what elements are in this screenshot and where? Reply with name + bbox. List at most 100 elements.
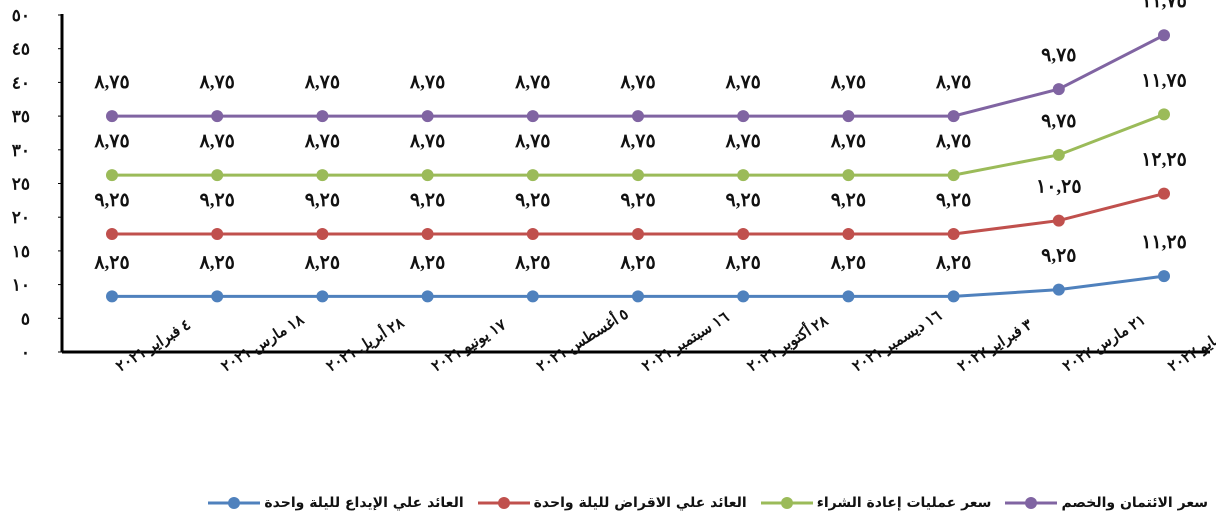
data-label: ٨,٧٥ xyxy=(93,72,129,93)
data-label: ٨,٧٥ xyxy=(619,72,655,93)
data-label: ٨,٢٥ xyxy=(725,252,761,273)
y-tick-label: ١٠ xyxy=(12,276,30,295)
legend-item: العائد علي الإيداع لليلة واحدة xyxy=(208,490,464,516)
data-point xyxy=(737,110,750,123)
x-tick-label: ٥ أغسطس ٢٠٢١ xyxy=(532,303,631,375)
data-label: ٨,٢٥ xyxy=(409,252,445,273)
data-label: ٩,٢٥ xyxy=(726,190,761,211)
data-point xyxy=(1158,270,1170,283)
legend-swatch xyxy=(477,497,530,509)
data-label: ٨,٢٥ xyxy=(514,252,550,273)
data-label: ٩,٧٥ xyxy=(1041,45,1076,66)
data-point xyxy=(1052,283,1065,296)
legend-swatch xyxy=(760,497,813,509)
y-tick-label: ٤٠ xyxy=(12,73,30,92)
data-point xyxy=(947,228,960,241)
data-label: ٩,٢٥ xyxy=(410,190,445,211)
data-point xyxy=(211,228,224,241)
legend-label: العائد علي الاقراض لليلة واحدة xyxy=(533,495,747,511)
legend-item: سعر عمليات إعادة الشراء xyxy=(760,490,992,516)
data-point xyxy=(106,110,118,123)
data-label: ٩,٢٥ xyxy=(620,190,655,211)
legend-label: سعر عمليات إعادة الشراء xyxy=(816,495,992,511)
data-label: ٨,٧٥ xyxy=(199,72,235,93)
data-label: ٨,٧٥ xyxy=(830,72,866,93)
x-tick-label: ١٧ يونيو ٢٠٢١ xyxy=(429,317,510,376)
legend-label: العائد علي الإيداع لليلة واحدة xyxy=(264,495,464,511)
y-tick-label: ١٥ xyxy=(12,242,30,261)
data-point xyxy=(526,290,539,303)
data-label: ٨,٢٥ xyxy=(830,252,866,273)
data-label: ٩,٢٥ xyxy=(305,190,340,211)
data-point xyxy=(106,290,118,303)
x-tick-label: ١٨ مايو ٢٠٢٢ xyxy=(1166,319,1216,376)
y-tick-label: ٣٥ xyxy=(12,107,30,126)
chart: ٠ ٥ ١٠ ١٥ ٢٠ ٢٥ ٣٠ ٣٥ ٤٠ ٤٥ ٥٠ ٤ فبراير ٢٠٢١ ١٨ مارس… xyxy=(12,0,1216,376)
data-point xyxy=(842,110,855,123)
x-tick-label: ٢٨ أبريل ٢٠٢١ xyxy=(322,311,408,375)
legend-swatch xyxy=(1005,497,1058,509)
data-point xyxy=(211,110,224,123)
data-point xyxy=(1052,148,1065,161)
data-label: ٩,٢٥ xyxy=(515,190,550,211)
x-tick-label: ١٦ سبتمبر ٢٠٢١ xyxy=(640,309,732,375)
data-label: ١١,٢٥ xyxy=(1141,232,1187,253)
x-tick-label: ١٦ ديسمبر ٢٠٢١ xyxy=(850,308,945,375)
data-point xyxy=(737,169,750,182)
data-point xyxy=(211,290,224,303)
data-label: ٨,٧٥ xyxy=(935,131,971,152)
data-point xyxy=(842,228,855,241)
legend-label: سعر الائتمان والخصم xyxy=(1061,495,1208,511)
y-tick-label: ٥ xyxy=(21,309,30,328)
data-point xyxy=(316,169,329,182)
x-tick-label: ٢٨ أكتوبر ٢٠٢١ xyxy=(743,309,832,375)
legend-swatch-dot xyxy=(1025,497,1038,509)
data-label: ٨,٧٥ xyxy=(830,131,866,152)
y-tick-label: ٢٠ xyxy=(12,208,30,227)
data-label: ٩,٢٥ xyxy=(831,190,866,211)
data-label: ٨,٢٥ xyxy=(619,252,655,273)
data-label: ١٢,٢٥ xyxy=(1141,150,1187,171)
data-point xyxy=(632,110,644,123)
data-point xyxy=(421,169,434,182)
data-label: ٩,٢٥ xyxy=(936,190,971,211)
data-label: ٨,٧٥ xyxy=(619,131,655,152)
data-point xyxy=(106,169,118,182)
data-point xyxy=(737,290,750,303)
x-tick-label: ٣ فبراير ٢٠٢٢ xyxy=(955,317,1035,375)
data-point xyxy=(1052,214,1065,227)
data-label: ١١,٧٥ xyxy=(1141,70,1187,91)
data-label: ٩,٢٥ xyxy=(94,190,129,211)
data-label: ٨,٧٥ xyxy=(514,72,550,93)
data-point xyxy=(842,169,855,182)
data-point xyxy=(632,290,644,303)
data-label: ٨,٧٥ xyxy=(725,131,761,152)
x-tick-label: ٢١ مارس ٢٠٢٢ xyxy=(1060,312,1148,375)
legend-item: سعر الائتمان والخصم xyxy=(1005,490,1208,516)
data-point xyxy=(316,110,329,123)
x-tick-label: ٤ فبراير ٢٠٢١ xyxy=(114,317,194,375)
data-label: ٨,٢٥ xyxy=(199,252,235,273)
y-tick-label: ٠ xyxy=(21,343,30,362)
data-label: ٨,٢٥ xyxy=(304,252,340,273)
data-label: ٨,٧٥ xyxy=(935,72,971,93)
data-point xyxy=(316,228,329,241)
data-label: ٨,٢٥ xyxy=(935,252,971,273)
data-label: ٨,٧٥ xyxy=(93,131,129,152)
legend-item: العائد علي الاقراض لليلة واحدة xyxy=(477,490,747,516)
data-point xyxy=(211,169,224,182)
data-label: ٨,٧٥ xyxy=(725,72,761,93)
data-point xyxy=(842,290,855,303)
data-point xyxy=(1052,83,1065,96)
data-point xyxy=(1158,187,1170,200)
data-label: ٨,٧٥ xyxy=(199,131,235,152)
data-point xyxy=(632,169,644,182)
legend-swatch-dot xyxy=(497,497,510,509)
data-point xyxy=(526,110,539,123)
data-point xyxy=(316,290,329,303)
data-label: ٩,٧٥ xyxy=(1041,111,1076,132)
legend-swatch-dot xyxy=(228,497,241,509)
y-tick-label: ٣٠ xyxy=(12,141,30,160)
data-label: ٨,٢٥ xyxy=(93,252,129,273)
